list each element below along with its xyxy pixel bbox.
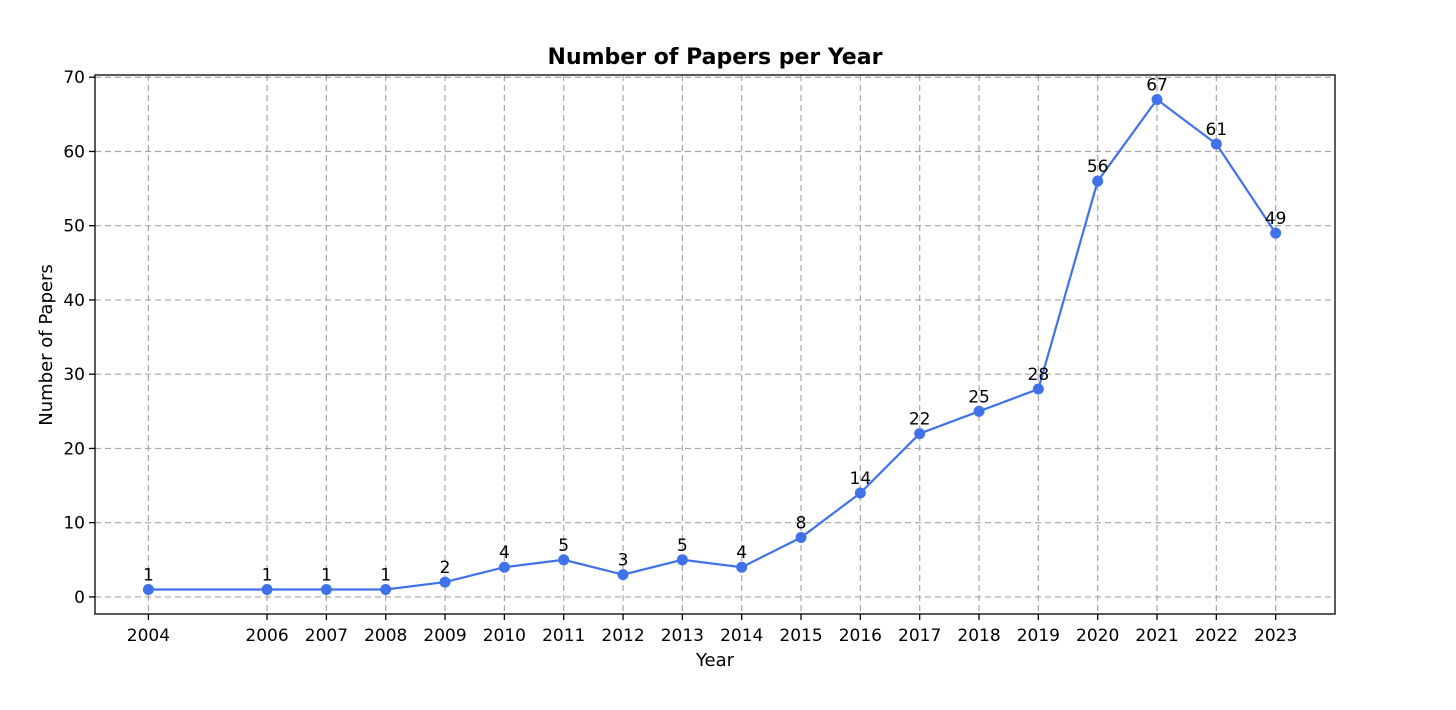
x-tick-label: 2009	[423, 626, 466, 646]
y-tick-label: 30	[63, 365, 85, 385]
data-point	[914, 428, 926, 440]
x-tick-label: 2011	[542, 626, 585, 646]
data-label: 4	[499, 543, 510, 563]
x-tick-label: 2007	[305, 626, 348, 646]
data-point	[380, 584, 392, 595]
data-point	[1210, 138, 1222, 150]
data-label: 2	[440, 558, 451, 578]
data-point	[142, 584, 154, 595]
data-point	[1270, 227, 1282, 239]
x-tick-label: 2014	[720, 626, 763, 646]
data-point	[854, 487, 866, 499]
data-point	[261, 584, 273, 595]
data-label: 22	[909, 410, 931, 430]
y-tick-label: 20	[63, 439, 85, 459]
x-tick-label: 2020	[1076, 626, 1119, 646]
series-layer	[142, 94, 1282, 595]
data-label: 5	[558, 536, 569, 556]
data-point	[676, 554, 688, 566]
y-tick-label: 60	[63, 142, 85, 162]
x-tick-label: 2022	[1195, 626, 1238, 646]
axis-ticks: 2004 2006 2007 2008 2009 2010 2011 2012 2013 2014…	[63, 68, 1297, 646]
data-label: 67	[1146, 76, 1168, 96]
grid	[95, 75, 1335, 614]
x-tick-label: 2023	[1254, 626, 1297, 646]
data-label: 5	[677, 536, 688, 556]
data-labels: 1 1 1 1 2 4 5 3 5 4 8 14 22 25 28 56 67 61 49	[143, 76, 1287, 586]
x-tick-label: 2021	[1135, 626, 1178, 646]
data-label: 1	[262, 566, 273, 586]
data-label: 1	[143, 566, 154, 586]
x-tick-label: 2013	[661, 626, 704, 646]
data-label: 28	[1028, 365, 1050, 385]
y-tick-label: 50	[63, 217, 85, 237]
x-tick-label: 2018	[957, 626, 1000, 646]
data-point	[1092, 175, 1104, 187]
data-label: 1	[321, 566, 332, 586]
data-label: 25	[968, 387, 990, 407]
data-point	[439, 576, 451, 588]
data-label: 4	[736, 543, 747, 563]
data-point	[1032, 383, 1044, 395]
x-tick-label: 2016	[839, 626, 882, 646]
data-point	[617, 569, 629, 581]
data-point	[498, 561, 510, 573]
y-tick-label: 70	[63, 68, 85, 88]
data-label: 3	[618, 551, 629, 571]
data-point	[320, 584, 332, 595]
data-point	[795, 532, 807, 544]
data-label: 8	[796, 514, 807, 534]
data-label: 56	[1087, 157, 1109, 177]
data-point	[736, 561, 748, 573]
y-tick-label: 0	[74, 588, 85, 608]
chart-title: Number of Papers per Year	[548, 45, 883, 70]
data-point	[973, 405, 985, 417]
data-point	[558, 554, 570, 566]
x-tick-label: 2017	[898, 626, 941, 646]
y-tick-label: 10	[63, 514, 85, 534]
data-label: 61	[1206, 120, 1228, 140]
data-label: 49	[1265, 209, 1287, 229]
x-tick-label: 2012	[601, 626, 644, 646]
x-tick-label: 2004	[127, 626, 170, 646]
data-point	[1151, 94, 1163, 105]
x-tick-label: 2006	[245, 626, 288, 646]
data-label: 14	[850, 469, 872, 489]
x-tick-label: 2008	[364, 626, 407, 646]
x-tick-label: 2015	[779, 626, 822, 646]
data-label: 1	[380, 566, 391, 586]
x-axis-label: Year	[695, 650, 735, 671]
y-tick-label: 40	[63, 291, 85, 311]
plot-frame	[94, 74, 1336, 615]
x-tick-label: 2010	[483, 626, 526, 646]
x-tick-label: 2019	[1017, 626, 1060, 646]
y-axis-label: Number of Papers	[36, 264, 57, 425]
